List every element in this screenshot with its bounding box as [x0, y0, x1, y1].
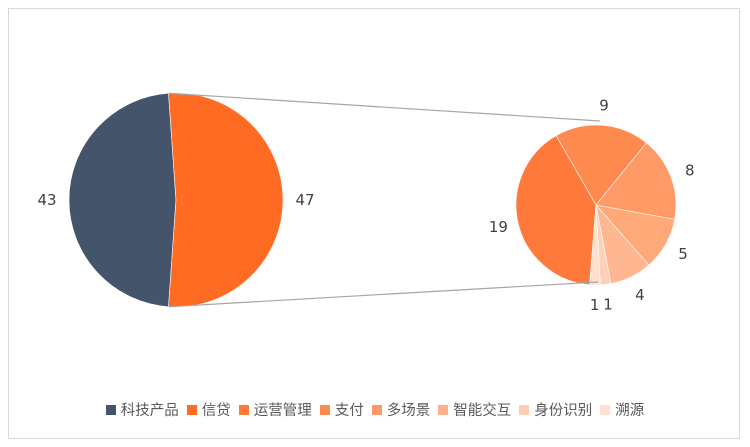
legend-swatch — [371, 404, 382, 415]
secondary-slice-6[interactable] — [589, 204, 601, 286]
secondary-slice-1[interactable] — [555, 124, 647, 206]
secondary-data-label-6: 1 — [590, 296, 600, 314]
legend: 科技产品 信贷 运营管理 支付 多场景 智能交互 身份识别 溯源 — [0, 399, 750, 420]
secondary-data-label-0: 19 — [489, 218, 508, 236]
secondary-slice-0[interactable] — [515, 135, 597, 286]
secondary-data-label-5: 1 — [603, 295, 613, 313]
legend-swatch — [519, 404, 530, 415]
legend-swatch — [438, 404, 449, 415]
legend-item[interactable]: 身份识别 — [519, 399, 592, 420]
legend-label: 运营管理 — [253, 403, 312, 419]
secondary-data-label-3: 5 — [678, 245, 688, 263]
legend-swatch — [186, 404, 197, 415]
legend-item[interactable]: 支付 — [319, 399, 364, 420]
legend-swatch — [319, 404, 330, 415]
primary-slice-1[interactable] — [168, 92, 284, 308]
secondary-slice-2[interactable] — [595, 142, 677, 220]
chart-area — [8, 8, 740, 439]
legend-label: 支付 — [334, 403, 364, 419]
secondary-data-label-2: 8 — [685, 161, 695, 179]
legend-label: 智能交互 — [453, 403, 512, 419]
connector-line-top — [168, 92, 601, 122]
legend-swatch — [238, 404, 249, 415]
legend-swatch — [105, 404, 116, 415]
legend-label: 多场景 — [386, 403, 431, 419]
legend-item[interactable]: 智能交互 — [438, 399, 511, 420]
primary-data-label-1: 47 — [295, 191, 314, 209]
secondary-data-label-4: 4 — [635, 286, 645, 304]
legend-item[interactable]: 信贷 — [186, 399, 231, 420]
connector-line-bottom — [168, 281, 599, 308]
legend-item[interactable]: 多场景 — [371, 399, 431, 420]
legend-item[interactable]: 科技产品 — [105, 399, 179, 420]
primary-slice-0[interactable] — [68, 92, 177, 308]
legend-label: 科技产品 — [120, 403, 179, 419]
secondary-data-label-1: 9 — [599, 96, 609, 114]
legend-label: 溯源 — [615, 403, 645, 419]
legend-item[interactable]: 溯源 — [600, 399, 644, 420]
legend-swatch — [600, 404, 611, 415]
legend-item[interactable]: 运营管理 — [238, 399, 312, 420]
primary-data-label-0: 43 — [37, 191, 56, 209]
legend-label: 身份识别 — [534, 403, 593, 419]
legend-label: 信贷 — [201, 403, 231, 419]
